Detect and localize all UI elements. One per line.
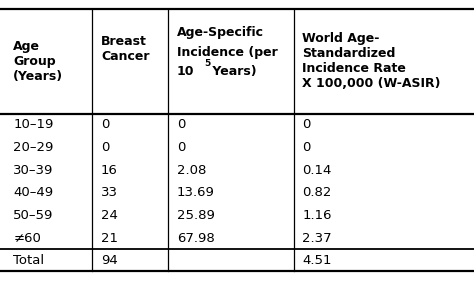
Text: 25.89: 25.89 [177,209,215,222]
Text: 1.16: 1.16 [302,209,332,222]
Text: 4.51: 4.51 [302,254,332,267]
Text: 10: 10 [177,65,194,78]
Text: 0.82: 0.82 [302,186,332,199]
Text: 0: 0 [101,141,109,154]
Text: Years): Years) [208,65,256,78]
Text: Incidence (per: Incidence (per [177,46,278,59]
Text: 50–59: 50–59 [13,209,54,222]
Text: 33: 33 [101,186,118,199]
Text: 94: 94 [101,254,118,267]
Text: Breast
Cancer: Breast Cancer [101,35,149,63]
Text: 5: 5 [204,59,210,68]
Text: 0: 0 [177,141,185,154]
Text: 0: 0 [177,118,185,132]
Text: 40–49: 40–49 [13,186,54,199]
Text: 0: 0 [302,141,311,154]
Text: ≠60: ≠60 [13,232,41,245]
Text: 30–39: 30–39 [13,164,54,177]
Text: 0.14: 0.14 [302,164,332,177]
Text: 2.08: 2.08 [177,164,206,177]
Text: Total: Total [13,254,45,267]
Text: 21: 21 [101,232,118,245]
Text: 0: 0 [101,118,109,132]
Text: 2.37: 2.37 [302,232,332,245]
Text: 67.98: 67.98 [177,232,215,245]
Text: Age
Group
(Years): Age Group (Years) [13,40,64,83]
Text: World Age-
Standardized
Incidence Rate
X 100,000 (W-ASIR): World Age- Standardized Incidence Rate X… [302,32,441,90]
Text: Age-Specific: Age-Specific [177,26,264,39]
Text: 24: 24 [101,209,118,222]
Text: 13.69: 13.69 [177,186,215,199]
Text: 20–29: 20–29 [13,141,54,154]
Text: 10–19: 10–19 [13,118,54,132]
Text: 0: 0 [302,118,311,132]
Text: 16: 16 [101,164,118,177]
